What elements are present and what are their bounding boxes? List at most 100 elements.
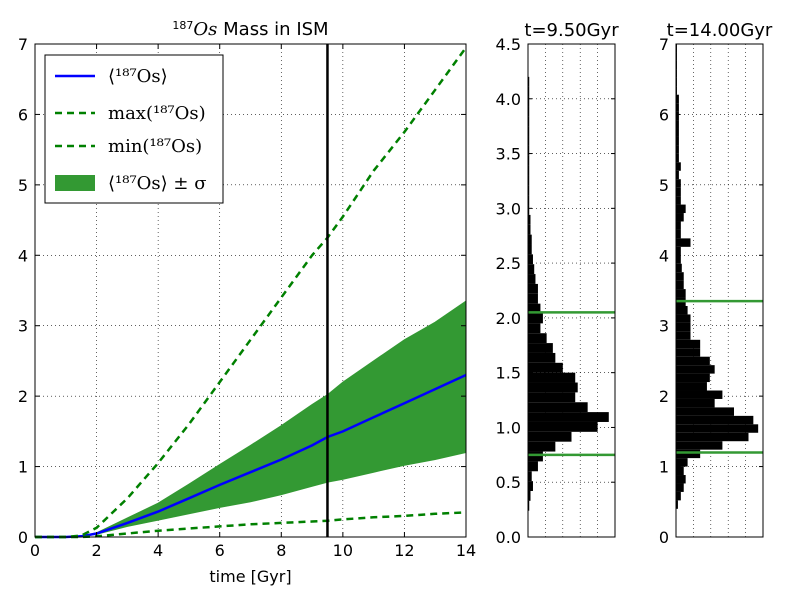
hist1-bar xyxy=(528,185,530,196)
hist2-bar xyxy=(676,179,681,188)
hist2-y-tick-label: 5 xyxy=(659,176,669,195)
hist2-y-tick-label: 7 xyxy=(659,35,669,54)
hist2-bar xyxy=(676,458,688,467)
hist1-bar xyxy=(528,392,576,403)
y-tick-label: 1 xyxy=(18,458,28,477)
title-os: Os xyxy=(193,19,217,40)
hist2-bar xyxy=(676,255,681,264)
hist2-bar xyxy=(676,162,681,171)
hist1-bar xyxy=(528,283,538,294)
hist2-bar xyxy=(676,120,679,129)
hist2-frame xyxy=(675,43,764,538)
hist2-bar xyxy=(676,94,679,104)
hist1-y-tick-label: 4.5 xyxy=(496,35,521,54)
hist1-bar xyxy=(528,431,572,442)
hist2-bar xyxy=(676,449,701,459)
hist1-bar xyxy=(528,86,530,97)
title-superscript: 187 xyxy=(172,19,193,32)
hist1-bars xyxy=(528,76,609,511)
x-tick-label: 2 xyxy=(91,541,101,560)
hist1-bar xyxy=(528,224,531,235)
hist1-bar xyxy=(528,441,556,452)
hist1-bar xyxy=(528,106,530,117)
hist1-bar xyxy=(528,372,576,383)
hist1-bar xyxy=(528,421,598,432)
hist1-bar xyxy=(528,352,556,363)
hist1-bar xyxy=(528,136,530,146)
main-x-ticks: 0 2 4 6 8 10 12 14 xyxy=(30,44,476,560)
hist2-bar xyxy=(676,263,682,273)
hist2-bar xyxy=(676,500,678,509)
legend-band-swatch xyxy=(55,175,95,191)
y-tick-label: 7 xyxy=(18,35,28,54)
hist1-bar xyxy=(528,382,578,393)
hist1-frame xyxy=(527,43,616,538)
y-tick-label: 6 xyxy=(18,105,28,124)
hist1-bar xyxy=(528,195,530,206)
hist2-bar xyxy=(676,475,686,484)
hist1-percentile-lines xyxy=(528,311,615,457)
hist2-y-tick-label: 4 xyxy=(659,246,669,265)
hist1-bar xyxy=(528,323,541,334)
hist1-bar xyxy=(528,145,530,156)
hist2-grid xyxy=(676,44,763,537)
hist2-bar xyxy=(676,424,759,433)
hist2-y-tick-label: 0 xyxy=(659,528,669,547)
y-tick-label: 2 xyxy=(18,387,28,406)
main-plot-frame xyxy=(34,43,467,538)
hist1-bar xyxy=(528,451,543,462)
mean-line xyxy=(35,373,467,539)
hist1-grid xyxy=(528,44,615,537)
hist2-bar xyxy=(676,322,691,332)
hist1-bar xyxy=(528,402,588,413)
hist2-bar xyxy=(676,145,679,154)
y-tick-label: 4 xyxy=(18,246,28,265)
hist2-bar xyxy=(676,305,688,315)
hist2-bar xyxy=(676,238,691,247)
hist2-bar xyxy=(676,432,749,442)
hist2-bar xyxy=(676,280,684,290)
histogram-14gyr: 0 1 2 3 4 5 6 7 t=14.00Gyr xyxy=(659,20,773,547)
hist2-y-ticks: 0 1 2 3 4 5 6 7 xyxy=(659,35,763,547)
hist2-bar xyxy=(676,339,701,349)
legend-max-label: max(¹⁸⁷Os) xyxy=(108,103,206,124)
hist1-y-tick-label: 3.5 xyxy=(496,145,521,164)
hist1-title: t=9.50Gyr xyxy=(524,20,619,41)
hist2-bar xyxy=(676,373,710,383)
hist1-y-tick-label: 0.0 xyxy=(496,528,521,547)
hist2-bar xyxy=(676,415,754,425)
hist1-bar xyxy=(528,303,541,314)
hist2-bar xyxy=(676,466,684,476)
y-tick-label: 3 xyxy=(18,317,28,336)
hist2-y-tick-label: 6 xyxy=(659,105,669,124)
sigma-band xyxy=(35,300,467,538)
hist1-bar xyxy=(528,155,530,166)
hist1-bar xyxy=(528,244,532,255)
hist1-bar xyxy=(528,481,533,491)
histogram-9-5gyr: 0.0 0.5 1.0 1.5 2.0 2.5 3.0 3.5 4.0 4.5 t=9.50Gyr xyxy=(496,20,620,547)
hist2-bar xyxy=(676,382,707,391)
hist2-bar xyxy=(676,314,691,323)
x-tick-label: 10 xyxy=(333,541,353,560)
hist1-y-tick-label: 0.5 xyxy=(496,473,521,492)
legend-band-label: ⟨¹⁸⁷Os⟩ ± σ xyxy=(108,173,207,194)
legend-min-label: min(¹⁸⁷Os) xyxy=(108,136,202,157)
hist1-bar xyxy=(528,461,538,472)
hist1-y-tick-label: 1.5 xyxy=(496,364,521,383)
hist2-bar xyxy=(676,390,723,399)
hist2-title: t=14.00Gyr xyxy=(667,20,773,41)
hist1-bar xyxy=(528,234,532,245)
hist2-bar xyxy=(676,398,715,408)
hist2-bar xyxy=(676,356,710,366)
hist2-bar xyxy=(676,491,681,501)
hist1-bar xyxy=(528,165,530,176)
hist1-bar xyxy=(528,116,530,127)
hist1-bar xyxy=(528,274,536,284)
hist1-bar xyxy=(528,343,553,353)
hist2-bar xyxy=(676,289,686,298)
hist2-bar xyxy=(676,128,679,137)
hist2-bar xyxy=(676,213,684,222)
hist1-bar xyxy=(528,264,535,275)
